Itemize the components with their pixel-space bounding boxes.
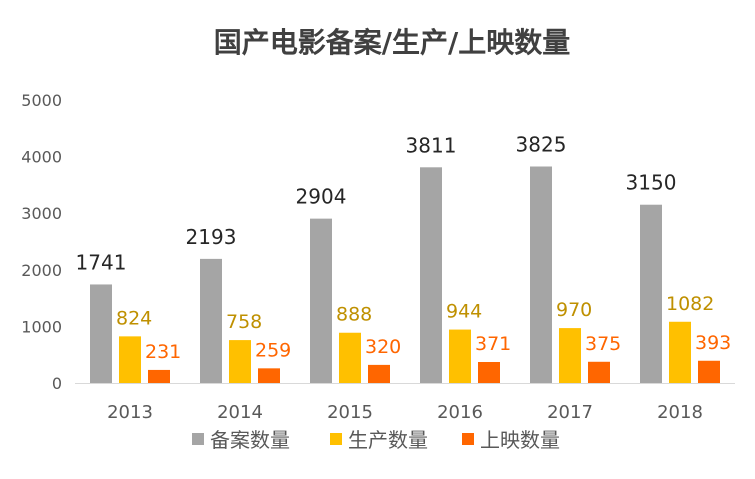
data-label: 371	[475, 333, 511, 355]
data-label: 944	[446, 301, 482, 323]
x-tick-label: 2018	[657, 402, 703, 423]
x-tick-label: 2013	[107, 402, 153, 423]
bar-上映数量-2015	[368, 364, 390, 383]
x-tick-label: 2017	[547, 402, 593, 423]
legend-label: 上映数量	[480, 428, 560, 452]
legend-swatch	[192, 433, 204, 445]
data-label: 888	[336, 304, 372, 326]
bar-上映数量-2017	[588, 361, 610, 383]
bar-上映数量-2013	[148, 369, 170, 383]
x-tick-label: 2014	[217, 402, 263, 423]
bar-生产数量-2015	[339, 332, 361, 383]
y-axis: 0 1000 2000 3000 4000 5000	[21, 91, 62, 393]
data-label: 970	[556, 299, 592, 321]
bars-group	[90, 166, 720, 383]
bar-生产数量-2018	[669, 321, 691, 383]
data-label: 259	[255, 339, 291, 361]
data-label: 3825	[516, 133, 567, 157]
data-label: 320	[365, 336, 401, 358]
y-tick-label: 5000	[21, 91, 62, 110]
legend-label: 生产数量	[348, 428, 428, 452]
y-tick-label: 2000	[21, 261, 62, 280]
data-label: 3811	[406, 133, 457, 157]
y-tick-label: 0	[52, 374, 62, 393]
x-axis: 2013 2014 2015 2016 2017 2018	[75, 383, 735, 423]
bar-备案数量-2014	[200, 258, 222, 383]
bar-生产数量-2014	[229, 340, 251, 383]
data-label: 1082	[666, 293, 714, 315]
y-tick-label: 3000	[21, 204, 62, 223]
data-label: 2904	[296, 185, 347, 209]
legend-swatch	[462, 433, 474, 445]
legend-label: 备案数量	[210, 428, 290, 452]
bar-生产数量-2017	[559, 328, 581, 383]
bar-备案数量-2013	[90, 284, 112, 383]
data-label: 231	[145, 341, 181, 363]
bar-备案数量-2016	[420, 167, 442, 383]
x-tick-label: 2016	[437, 402, 483, 423]
bar-生产数量-2013	[119, 336, 141, 383]
data-label: 3150	[626, 171, 677, 195]
bar-备案数量-2017	[530, 166, 552, 383]
chart-title: 国产电影备案/生产/上映数量	[214, 26, 570, 59]
data-label: 375	[585, 333, 621, 355]
bar-上映数量-2018	[698, 360, 720, 383]
data-label: 758	[226, 311, 262, 333]
legend: 备案数量 生产数量 上映数量	[192, 428, 560, 452]
data-label: 1741	[76, 250, 127, 274]
bar-上映数量-2016	[478, 362, 500, 383]
y-tick-label: 1000	[21, 317, 62, 336]
x-tick-label: 2015	[327, 402, 373, 423]
bar-生产数量-2016	[449, 329, 471, 383]
bar-备案数量-2018	[640, 204, 662, 383]
bar-上映数量-2014	[258, 368, 280, 383]
data-labels-group: 1741 824 231 2193 758 259 2904 888 320 3811 944 371…	[76, 133, 732, 363]
data-label: 2193	[186, 225, 237, 249]
data-label: 393	[695, 332, 731, 354]
data-label: 824	[116, 307, 152, 329]
legend-swatch	[330, 433, 342, 445]
bar-备案数量-2015	[310, 218, 332, 383]
y-tick-label: 4000	[21, 148, 62, 167]
